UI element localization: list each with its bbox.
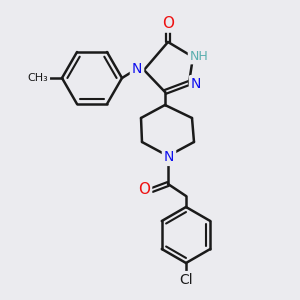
Text: CH₃: CH₃ xyxy=(28,73,48,83)
Text: Cl: Cl xyxy=(179,273,193,287)
Text: N: N xyxy=(191,77,201,91)
Text: N: N xyxy=(164,150,174,164)
Text: O: O xyxy=(162,16,174,31)
Text: NH: NH xyxy=(190,50,208,62)
Text: N: N xyxy=(132,62,142,76)
Text: O: O xyxy=(138,182,150,197)
